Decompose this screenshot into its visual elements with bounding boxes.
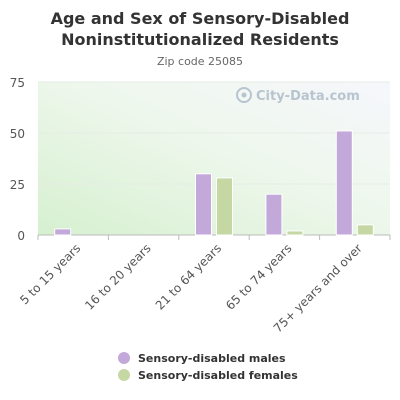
y-tick-label: 25 (10, 178, 25, 192)
legend-label-females: Sensory-disabled females (138, 368, 298, 382)
bar-females-3 (286, 230, 304, 236)
legend-label-males: Sensory-disabled males (138, 351, 286, 365)
chart-title: Age and Sex of Sensory-Disabled Noninstit… (0, 8, 400, 50)
watermark-icon (236, 87, 252, 103)
legend-item-females: Sensory-disabled females (118, 367, 298, 383)
bar-females-2 (216, 177, 233, 236)
plot-area (38, 82, 390, 235)
bar-males-2 (195, 173, 212, 236)
watermark-text: City-Data.com (256, 89, 360, 104)
chart-title-line-1: Age and Sex of Sensory-Disabled (50, 9, 350, 28)
x-tick-label: 65 to 74 years (223, 241, 294, 312)
chart-title-line-2: Noninstitutionalized Residents (61, 30, 339, 49)
x-tick-label: 21 to 64 years (153, 241, 224, 312)
chart-subtitle: Zip code 25085 (156, 55, 244, 68)
bar-females-4 (356, 224, 374, 236)
chart-title-text: Age and Sex of Sensory-Disabled Noninstit… (51, 9, 350, 49)
bar-males-4 (335, 130, 353, 236)
legend-swatch-females (118, 369, 130, 381)
y-tick-label: 75 (10, 76, 25, 90)
legend-item-males: Sensory-disabled males (118, 350, 298, 366)
bar-males-3 (265, 193, 283, 236)
legend: Sensory-disabled males Sensory-disabled … (118, 350, 298, 384)
bar-males-0 (54, 228, 72, 236)
watermark: City-Data.com (236, 87, 360, 104)
y-tick-label: 50 (10, 127, 25, 141)
x-tick-label: 16 to 20 years (82, 241, 153, 312)
y-tick-label: 0 (17, 229, 25, 243)
x-tick-label: 5 to 15 years (17, 241, 83, 307)
legend-swatch-males (118, 352, 130, 364)
